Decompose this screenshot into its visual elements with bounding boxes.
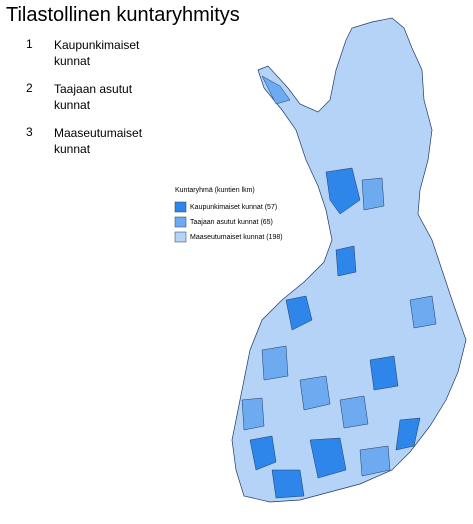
- item-label: Taajaan asutut kunnat: [54, 82, 133, 112]
- item-number: 2: [26, 81, 33, 95]
- legend-label: Maaseutumaiset kunnat (198): [190, 234, 283, 241]
- item-number: 3: [26, 125, 33, 139]
- legend-label: Kaupunkimaiset kunnat (57): [190, 204, 277, 211]
- legend-label: Taajaan asutut kunnat (65): [190, 219, 273, 226]
- item-number: 1: [26, 37, 33, 51]
- title: Tilastollinen kuntaryhmitys: [6, 4, 240, 26]
- legend: Kaupunkimaiset kunnat (57) Taajaan asutut…: [174, 201, 283, 243]
- legend-swatch: [174, 201, 187, 213]
- item-label: Kaupunkimaiset kunnat: [54, 38, 140, 68]
- item-label: Maaseutumaiset kunnat: [54, 126, 143, 156]
- legend-swatch: [174, 231, 187, 243]
- urban-areas: [249, 167, 421, 499]
- legend-title: Kuntaryhmä (kuntien lkm): [175, 187, 255, 194]
- town-areas: [241, 75, 437, 477]
- legend-swatch: [174, 216, 187, 228]
